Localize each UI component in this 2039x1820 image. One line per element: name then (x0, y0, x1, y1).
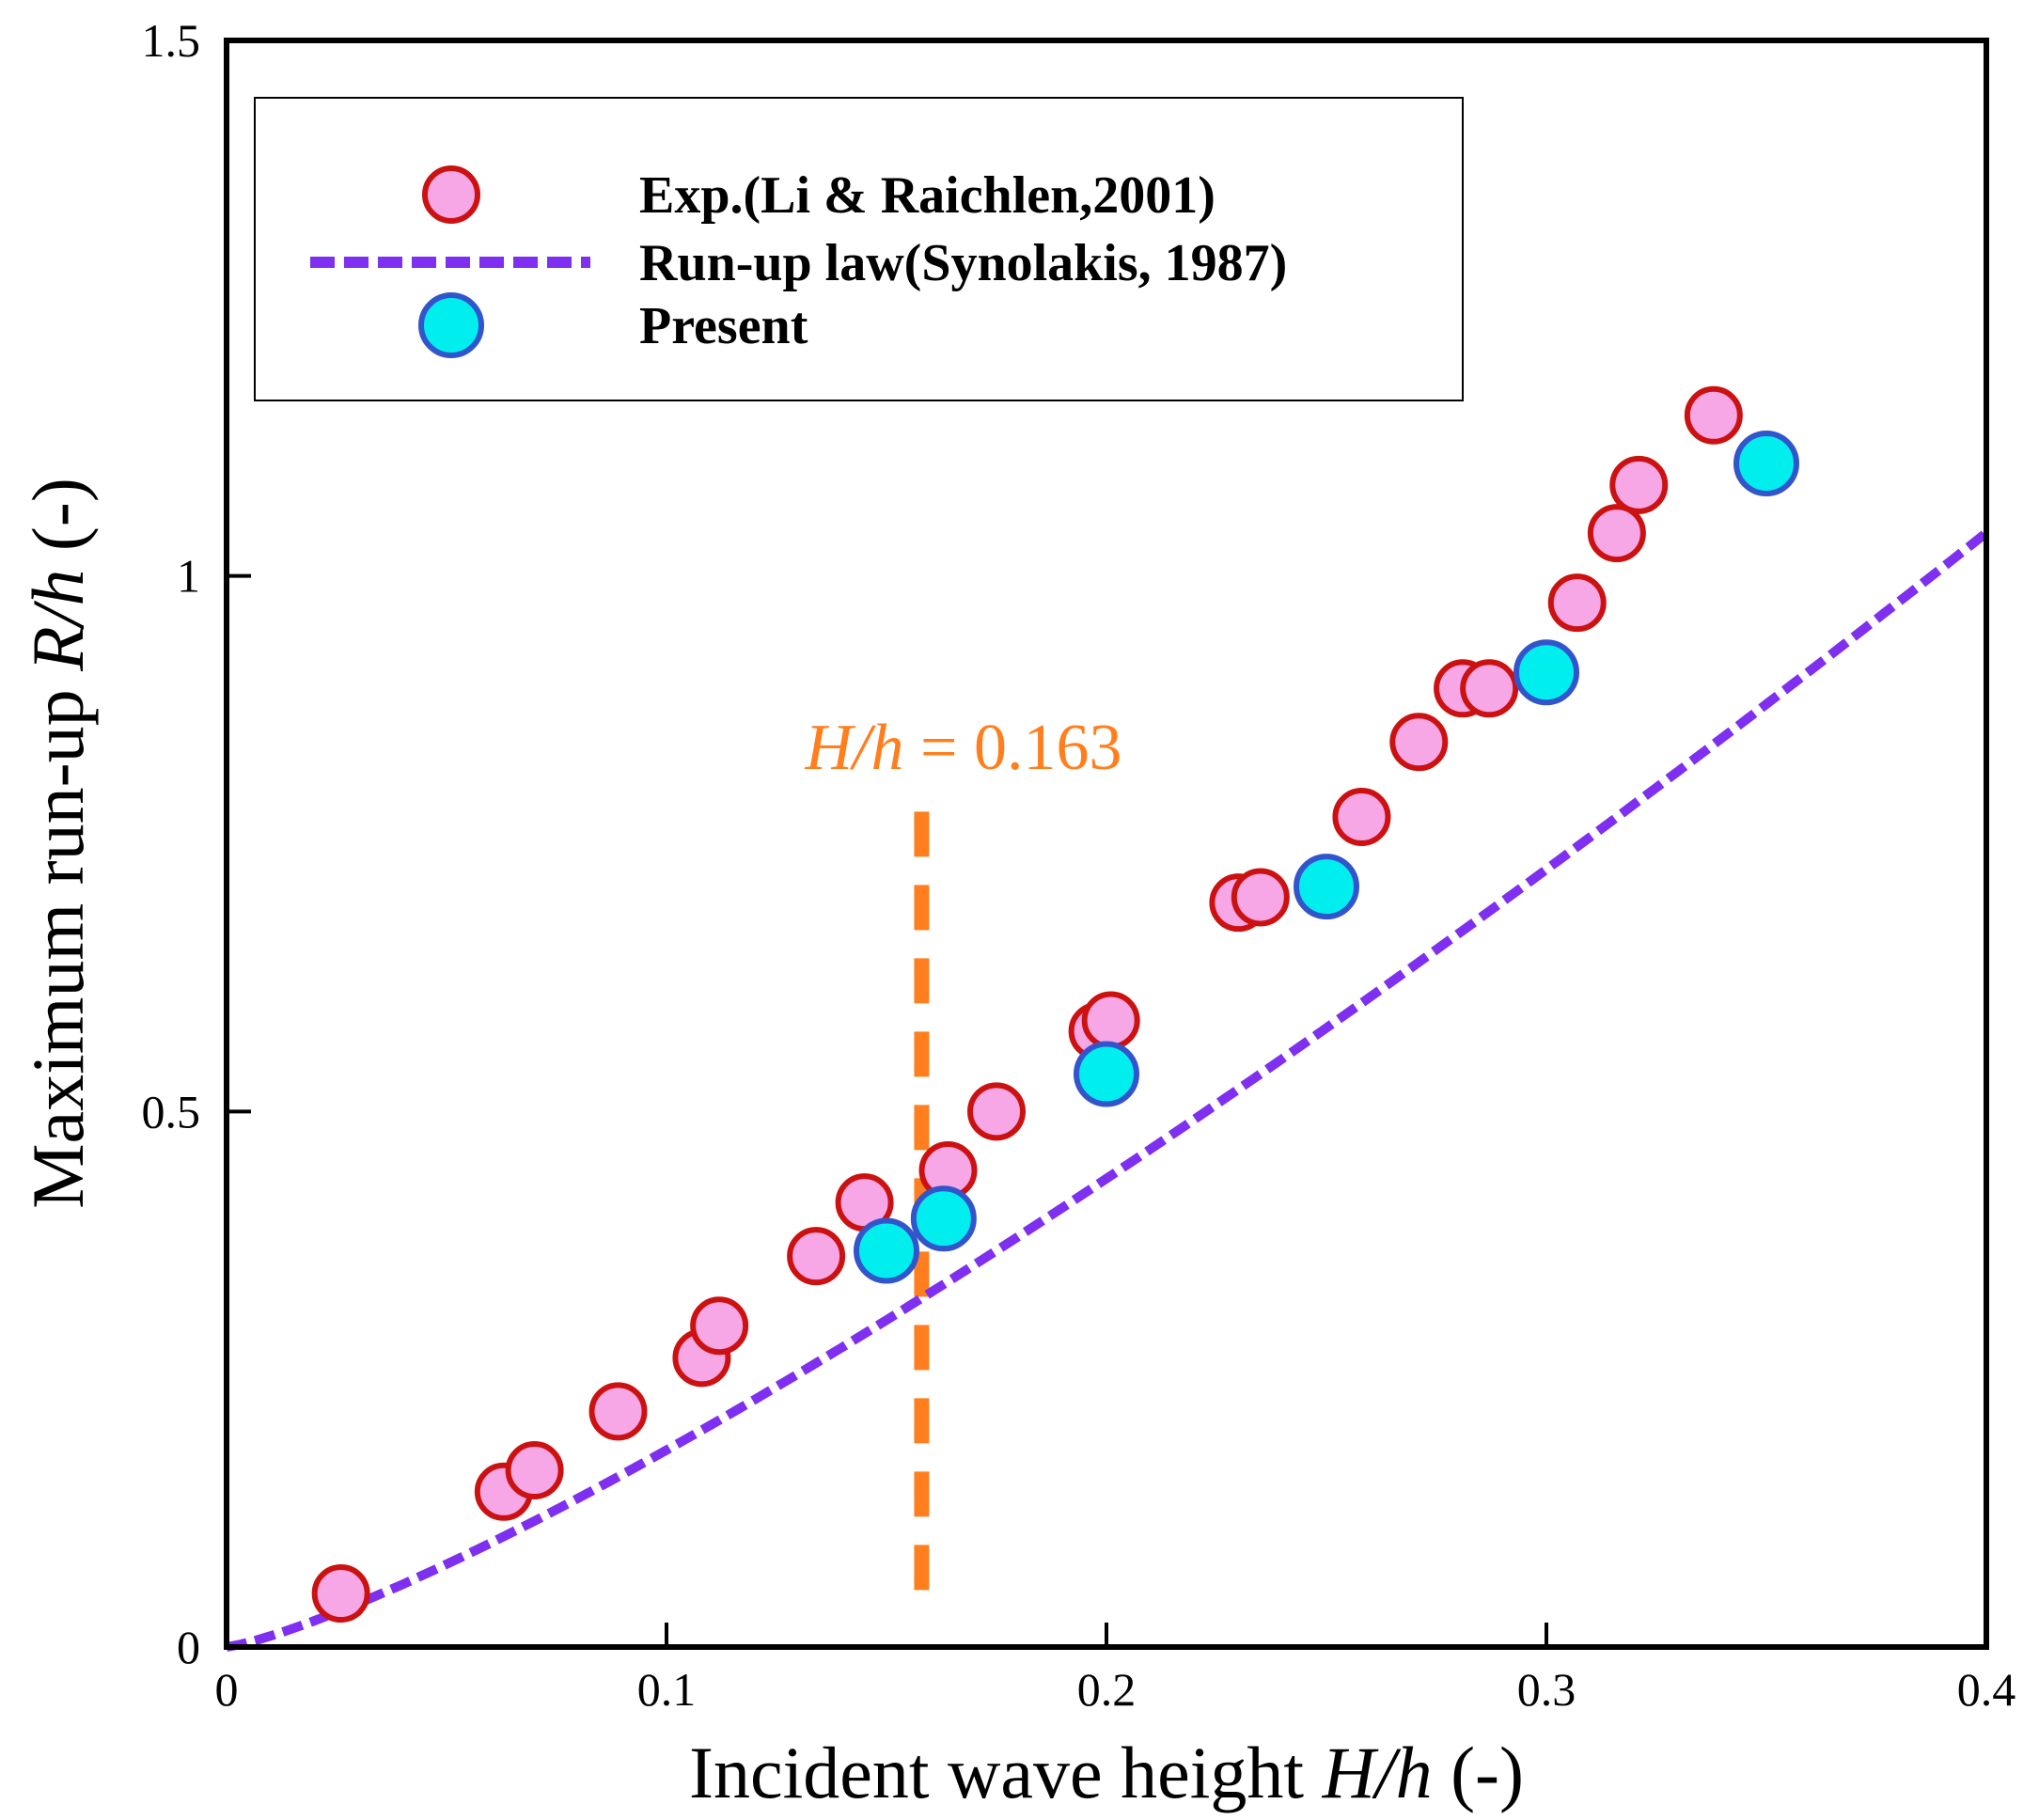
x-tick-label: 0.1 (637, 1663, 697, 1716)
annotation-label: H/h = 0.163 (805, 712, 1122, 784)
exp-data-point (967, 1082, 1026, 1141)
exp-data-point (1547, 573, 1607, 633)
exp-data-point (1460, 659, 1519, 718)
y-axis-title: Maximum run-up R/h (-) (17, 478, 99, 1209)
present-data-point (1074, 1041, 1139, 1107)
x-tick-label: 0.3 (1517, 1663, 1576, 1716)
legend-label-runup-law: Run-up law(Synolakis, 1987) (639, 234, 1287, 292)
y-tick-label: 1.5 (142, 14, 201, 67)
legend-exp-marker (422, 165, 480, 224)
present-data-point (1514, 639, 1579, 706)
legend-label-present: Present (639, 297, 808, 355)
exp-data-point (1684, 385, 1743, 445)
exp-data-point (311, 1564, 370, 1624)
runup-law-curve (226, 528, 1990, 1652)
present-data-point (854, 1217, 919, 1284)
x-tick-label: 0.4 (1957, 1663, 2016, 1716)
exp-data-point (1081, 991, 1140, 1050)
legend-present-marker (418, 292, 484, 358)
exp-data-point (1587, 504, 1646, 563)
legend-label-exp: Exp.(Li & Raichlen,2001) (639, 166, 1216, 225)
y-tick-label: 1 (177, 550, 200, 603)
exp-data-point (690, 1296, 749, 1356)
exp-data-point (1332, 788, 1391, 847)
present-data-point (1733, 431, 1799, 497)
exp-data-point (1231, 868, 1290, 927)
x-axis-title: Incident wave height H/h (-) (689, 1732, 1524, 1813)
exp-data-point (505, 1441, 564, 1500)
y-tick-label: 0.5 (142, 1085, 201, 1138)
present-data-point (910, 1185, 977, 1252)
exp-data-point (1389, 713, 1449, 772)
y-tick-label: 0 (177, 1621, 200, 1673)
x-tick-label: 0.2 (1077, 1663, 1137, 1716)
exp-data-point (588, 1382, 648, 1441)
x-tick-label: 0 (215, 1663, 239, 1716)
exp-data-point (787, 1227, 846, 1286)
present-data-point (1294, 854, 1359, 920)
exp-data-point (1609, 455, 1669, 514)
legend: Exp.(Li & Raichlen,2001) Run-up law(Syno… (254, 97, 1464, 401)
